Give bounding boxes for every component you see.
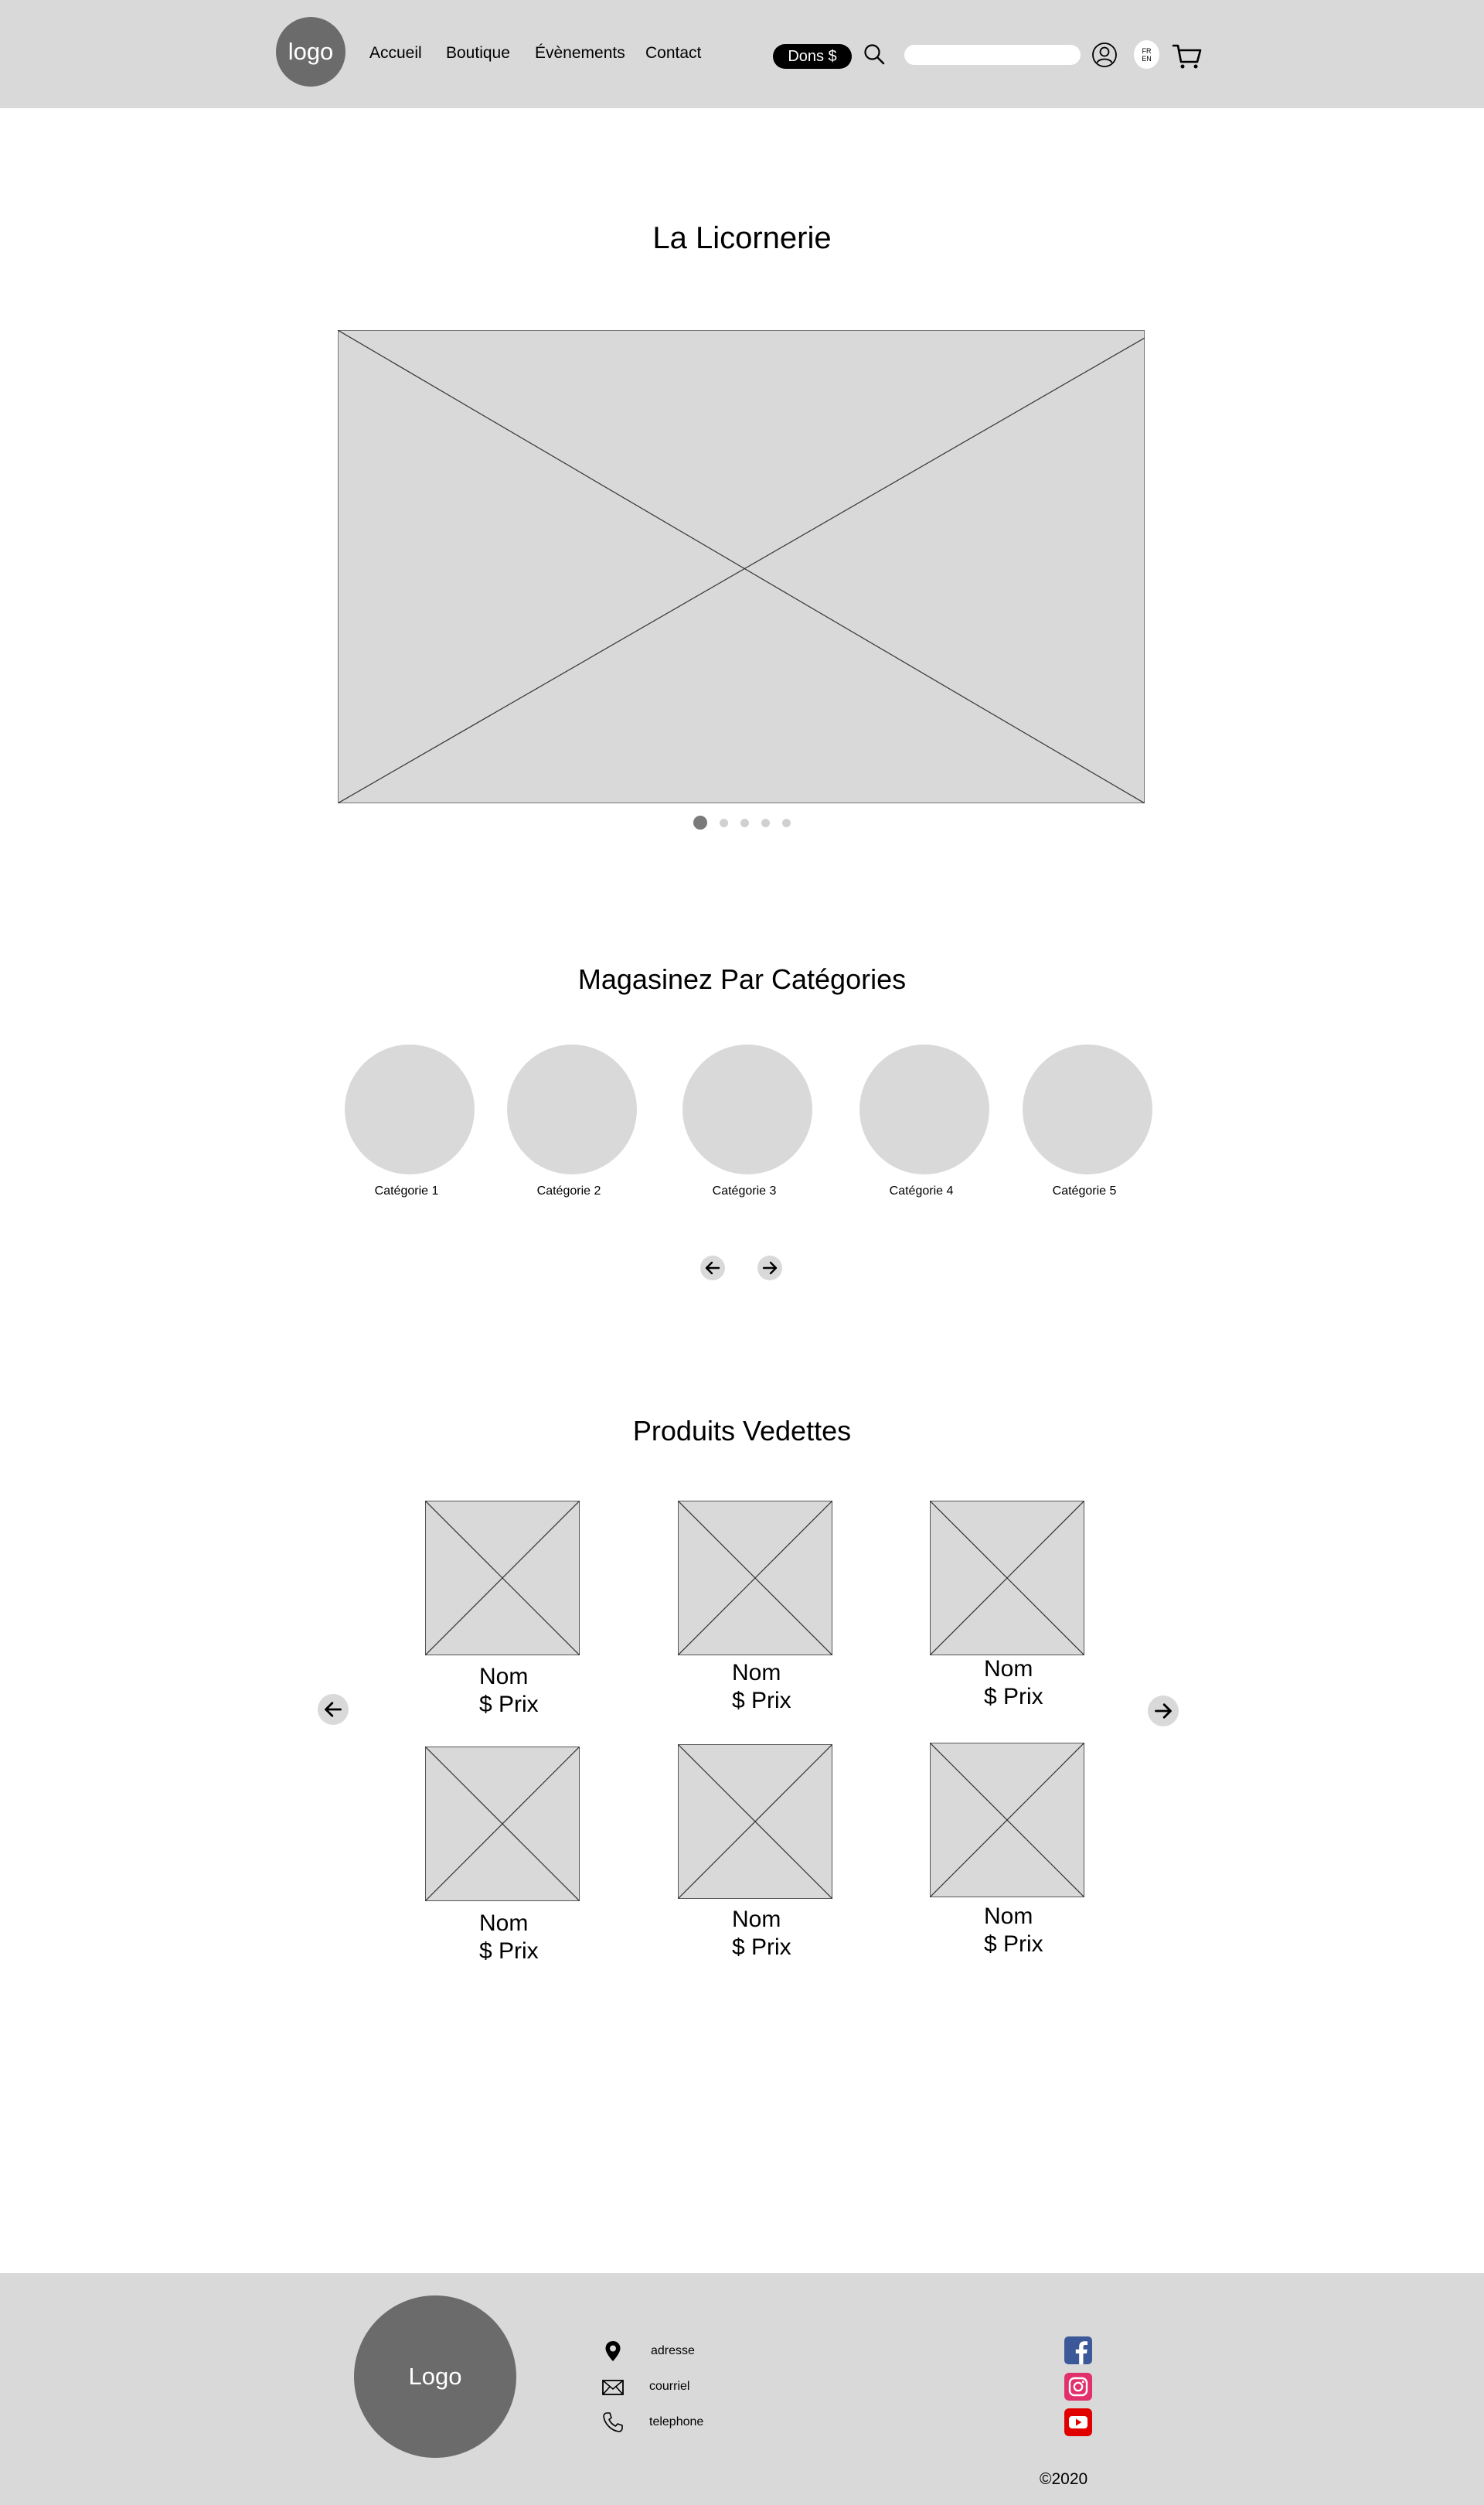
lang-en[interactable]: EN: [1142, 54, 1152, 63]
language-toggle[interactable]: FR EN: [1134, 40, 1159, 69]
product-image-5[interactable]: [678, 1744, 832, 1899]
product-image-1[interactable]: [425, 1501, 580, 1655]
category-label-4[interactable]: Catégorie 4: [889, 1184, 954, 1198]
product-name[interactable]: Nom: [479, 1910, 529, 1936]
youtube-icon[interactable]: [1064, 2408, 1092, 2436]
footer-phone[interactable]: telephone: [649, 2415, 704, 2428]
site-header: [0, 0, 1484, 108]
product-name[interactable]: Nom: [732, 1907, 781, 1932]
category-label-2[interactable]: Catégorie 2: [536, 1184, 601, 1198]
footer-email[interactable]: courriel: [649, 2380, 690, 2393]
search-input[interactable]: [904, 45, 1081, 65]
carousel-dot-3[interactable]: [740, 819, 749, 827]
copyright-text: ©2020: [1040, 2470, 1088, 2488]
category-label-1[interactable]: Catégorie 1: [374, 1184, 439, 1198]
donate-button[interactable]: Dons $: [773, 44, 852, 69]
header-logo-text: logo: [288, 38, 334, 65]
product-image-3[interactable]: [930, 1501, 1084, 1655]
products-title: Produits Vedettes: [632, 1415, 852, 1447]
arrow-right-icon: [762, 1261, 778, 1275]
nav-accueil[interactable]: Accueil: [369, 44, 422, 62]
product-name[interactable]: Nom: [732, 1660, 781, 1685]
arrow-right-icon: [1155, 1703, 1172, 1719]
carousel-dot-4[interactable]: [761, 819, 770, 827]
user-account-icon[interactable]: [1091, 42, 1118, 68]
product-price: $ Prix: [984, 1684, 1043, 1709]
categories-next-button[interactable]: [757, 1256, 782, 1280]
search-icon[interactable]: [863, 43, 886, 66]
category-circle-4[interactable]: [859, 1045, 989, 1174]
nav-boutique[interactable]: Boutique: [446, 44, 510, 62]
category-circle-1[interactable]: [345, 1045, 475, 1174]
lang-fr[interactable]: FR: [1142, 46, 1152, 55]
carousel-dot-2[interactable]: [720, 819, 728, 827]
product-price: $ Prix: [732, 1934, 791, 1960]
product-info-2: Nom $ Prix: [732, 1659, 791, 1715]
header-logo[interactable]: logo: [276, 17, 345, 87]
instagram-icon[interactable]: [1064, 2373, 1092, 2401]
products-next-button[interactable]: [1148, 1696, 1179, 1726]
footer-logo[interactable]: Logo: [354, 2295, 516, 2458]
product-price: $ Prix: [732, 1688, 791, 1713]
footer-logo-text: Logo: [408, 2363, 462, 2390]
product-info-6: Nom $ Prix: [984, 1903, 1043, 1958]
product-image-6[interactable]: [930, 1743, 1084, 1897]
phone-icon: [603, 2412, 623, 2432]
arrow-left-icon: [705, 1261, 720, 1275]
product-price: $ Prix: [984, 1931, 1043, 1957]
product-price: $ Prix: [479, 1938, 539, 1964]
product-image-2[interactable]: [678, 1501, 832, 1655]
product-info-4: Nom $ Prix: [479, 1910, 539, 1965]
categories-prev-button[interactable]: [700, 1256, 725, 1280]
category-label-3[interactable]: Catégorie 3: [712, 1184, 777, 1198]
mail-icon: [602, 2380, 624, 2395]
page-title: La Licornerie: [652, 221, 832, 255]
category-label-5[interactable]: Catégorie 5: [1052, 1184, 1117, 1198]
category-circle-5[interactable]: [1023, 1045, 1152, 1174]
facebook-icon[interactable]: [1064, 2336, 1092, 2364]
site-footer: [0, 2273, 1484, 2505]
product-info-3: Nom $ Prix: [984, 1655, 1043, 1711]
hero-image-placeholder: [338, 330, 1145, 803]
product-name[interactable]: Nom: [479, 1664, 529, 1689]
product-info-1: Nom $ Prix: [479, 1663, 539, 1719]
nav-contact[interactable]: Contact: [645, 44, 702, 62]
cart-icon[interactable]: [1172, 42, 1203, 71]
carousel-dot-1[interactable]: [693, 816, 707, 830]
categories-title: Magasinez Par Catégories: [577, 963, 907, 995]
category-circle-3[interactable]: [682, 1045, 812, 1174]
carousel-dot-5[interactable]: [782, 819, 791, 827]
arrow-left-icon: [325, 1702, 342, 1717]
product-info-5: Nom $ Prix: [732, 1906, 791, 1961]
product-price: $ Prix: [479, 1692, 539, 1717]
nav-evenements[interactable]: Évènements: [535, 44, 625, 62]
product-image-4[interactable]: [425, 1747, 580, 1901]
donate-label: Dons $: [788, 47, 837, 65]
footer-address: adresse: [651, 2344, 695, 2357]
location-pin-icon: [605, 2341, 621, 2361]
products-prev-button[interactable]: [318, 1694, 349, 1725]
product-name[interactable]: Nom: [984, 1903, 1033, 1929]
product-name[interactable]: Nom: [984, 1656, 1033, 1682]
category-circle-2[interactable]: [507, 1045, 637, 1174]
